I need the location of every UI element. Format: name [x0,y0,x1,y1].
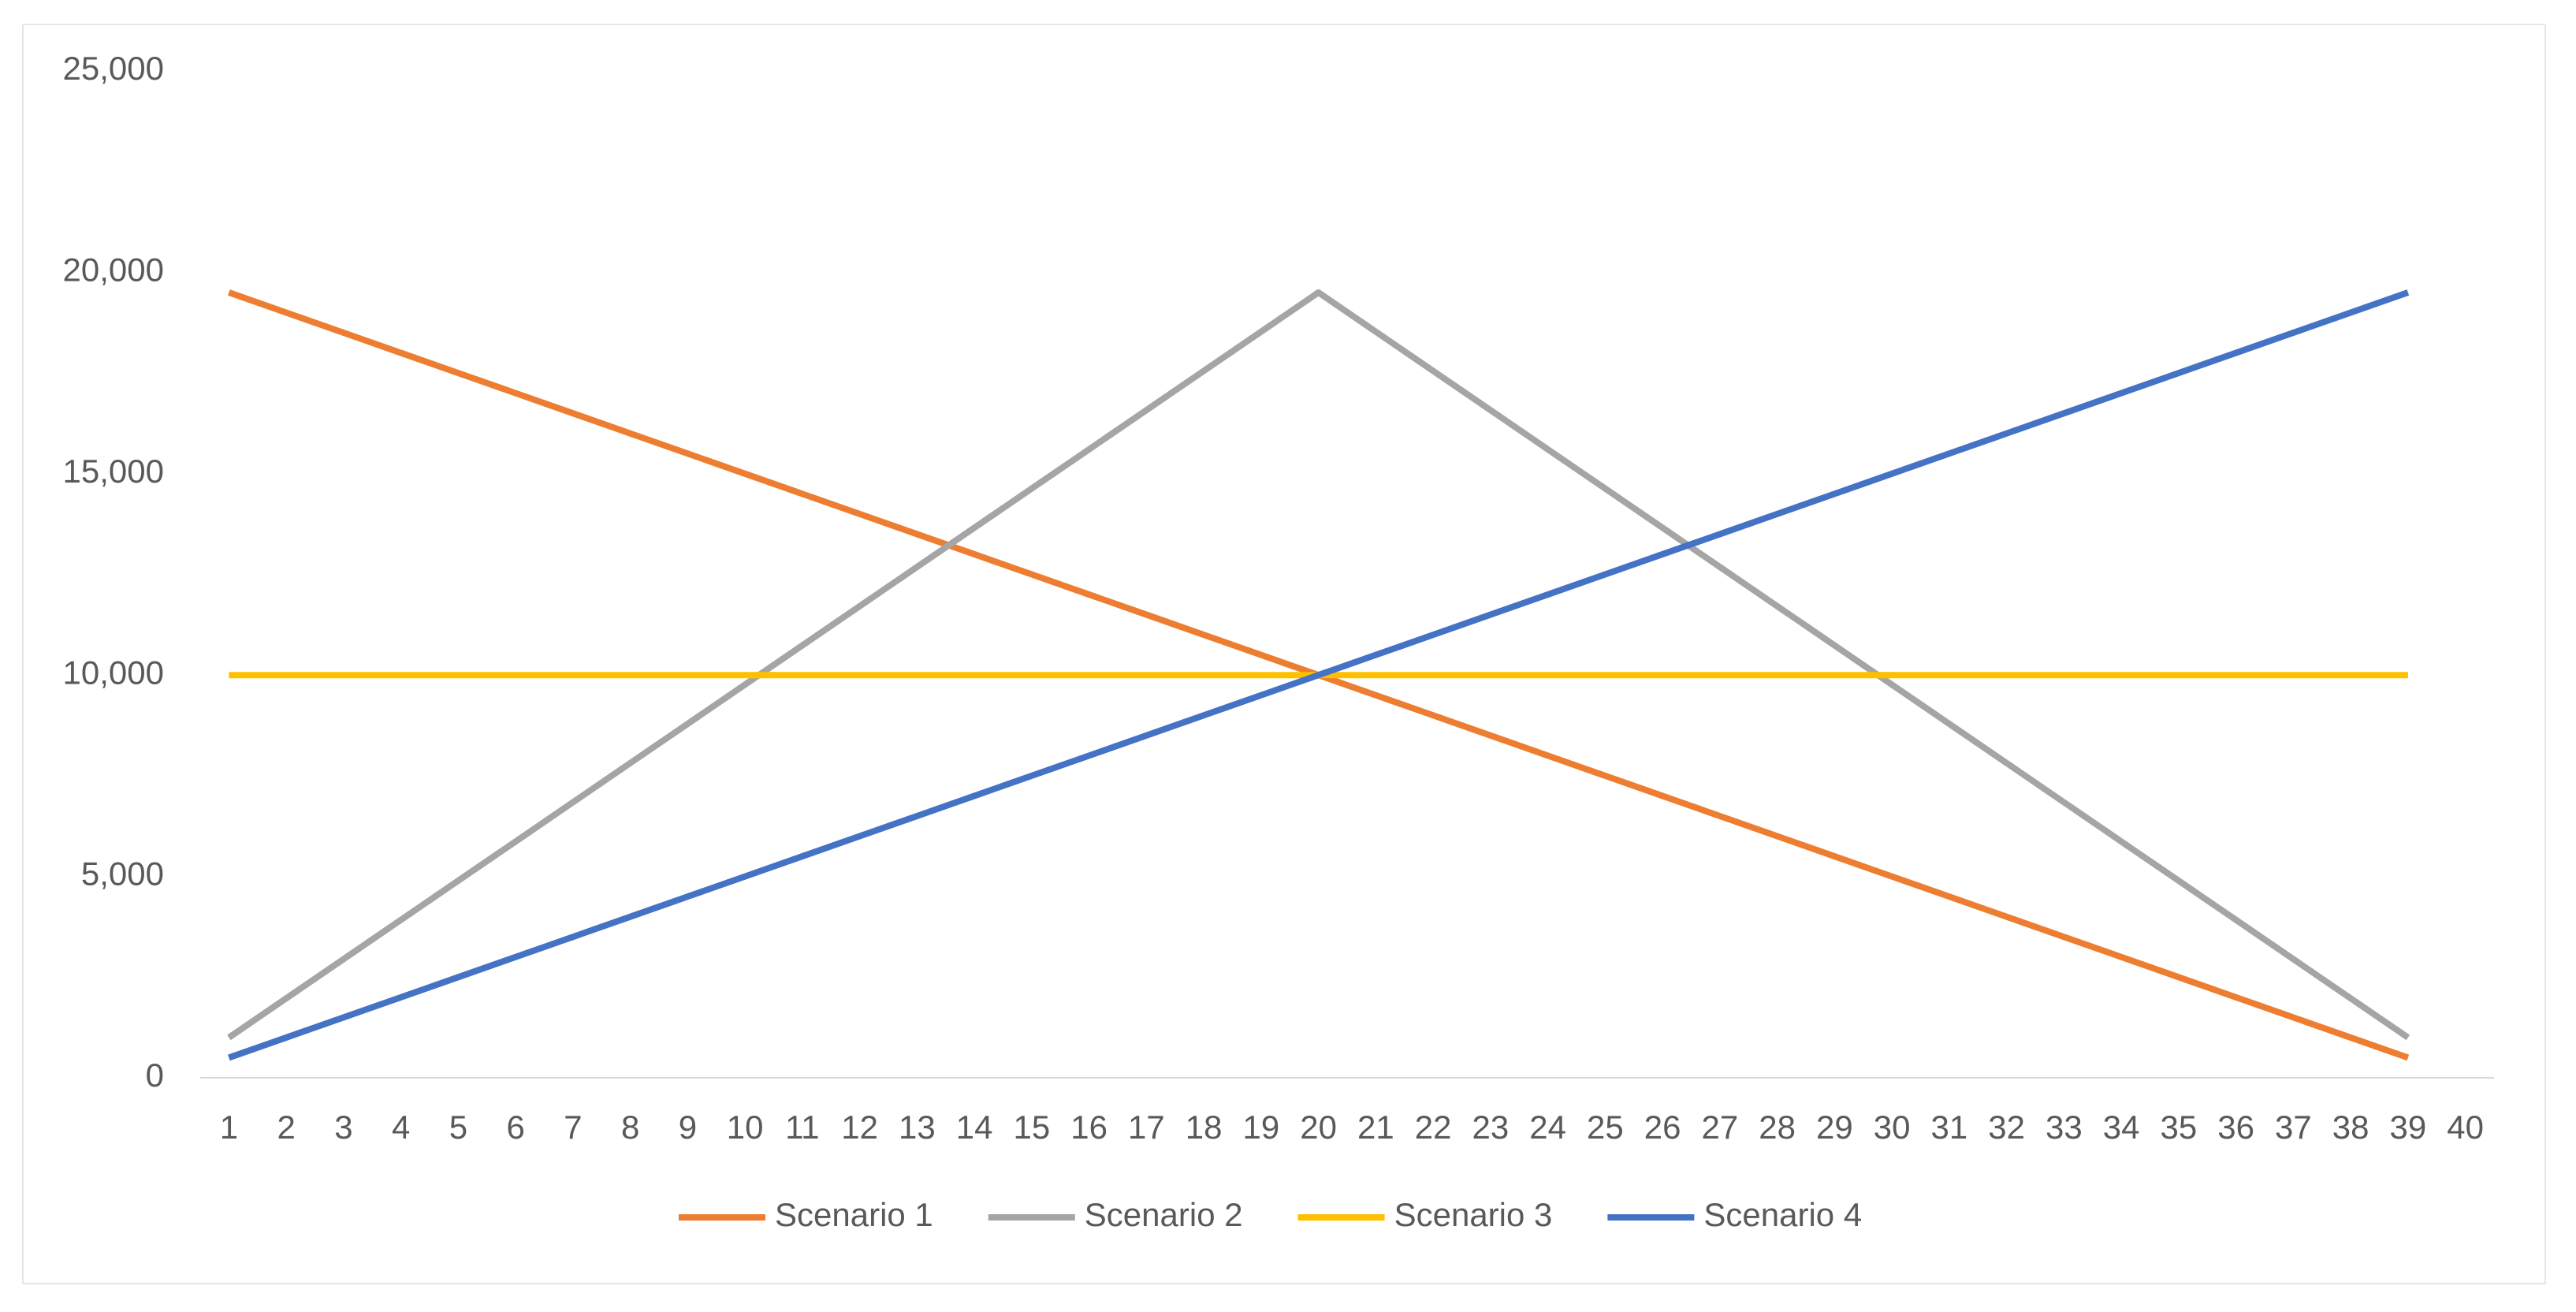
x-tick-label: 25 [1587,1109,1624,1146]
x-tick-label: 19 [1243,1109,1280,1146]
x-tick-label: 36 [2217,1109,2254,1146]
x-tick-label: 17 [1128,1109,1165,1146]
x-tick-label: 34 [2103,1109,2140,1146]
x-tick-label: 6 [506,1109,524,1146]
x-tick-label: 32 [1988,1109,2025,1146]
x-tick-label: 33 [2046,1109,2083,1146]
legend-label: Scenario 1 [775,1196,933,1233]
x-tick-label: 31 [1931,1109,1968,1146]
x-tick-label: 40 [2447,1109,2484,1146]
x-tick-label: 7 [564,1109,582,1146]
x-tick-label: 30 [1874,1109,1911,1146]
series-line [228,289,2410,1061]
x-tick-label: 29 [1816,1109,1853,1146]
y-tick-label: 20,000 [63,251,164,288]
y-tick-label: 0 [146,1057,164,1094]
x-tick-label: 21 [1357,1109,1394,1146]
x-tick-label: 27 [1702,1109,1739,1146]
x-tick-label: 28 [1759,1109,1796,1146]
x-tick-label: 16 [1070,1109,1107,1146]
x-tick-label: 13 [899,1109,936,1146]
y-tick-label: 5,000 [81,855,164,893]
x-tick-label: 38 [2332,1109,2369,1146]
x-tick-label: 20 [1300,1109,1337,1146]
x-tick-label: 22 [1415,1109,1452,1146]
legend-label: Scenario 2 [1085,1196,1243,1233]
legend-label: Scenario 3 [1394,1196,1553,1233]
x-tick-label: 18 [1186,1109,1223,1146]
x-tick-label: 5 [449,1109,467,1146]
x-tick-label: 23 [1472,1109,1509,1146]
x-tick-label: 10 [727,1109,764,1146]
x-tick-label: 8 [621,1109,639,1146]
x-tick-label: 24 [1529,1109,1566,1146]
x-tick-label: 35 [2161,1109,2198,1146]
y-tick-label: 25,000 [63,50,164,87]
x-tick-label: 26 [1644,1109,1681,1146]
y-tick-label: 10,000 [63,654,164,691]
x-tick-label: 39 [2390,1109,2427,1146]
x-tick-label: 2 [277,1109,295,1146]
x-tick-label: 12 [841,1109,878,1146]
x-tick-label: 14 [956,1109,993,1146]
y-tick-label: 15,000 [63,453,164,490]
series-line [227,289,2410,1041]
x-tick-label: 15 [1014,1109,1051,1146]
x-tick-label: 37 [2275,1109,2312,1146]
x-tick-label: 4 [392,1109,410,1146]
x-tick-label: 3 [334,1109,352,1146]
chart-frame [22,24,2546,1284]
x-tick-label: 9 [679,1109,697,1146]
x-tick-label: 11 [785,1109,820,1146]
legend-label: Scenario 4 [1703,1196,1862,1233]
x-tick-label: 1 [220,1109,238,1146]
